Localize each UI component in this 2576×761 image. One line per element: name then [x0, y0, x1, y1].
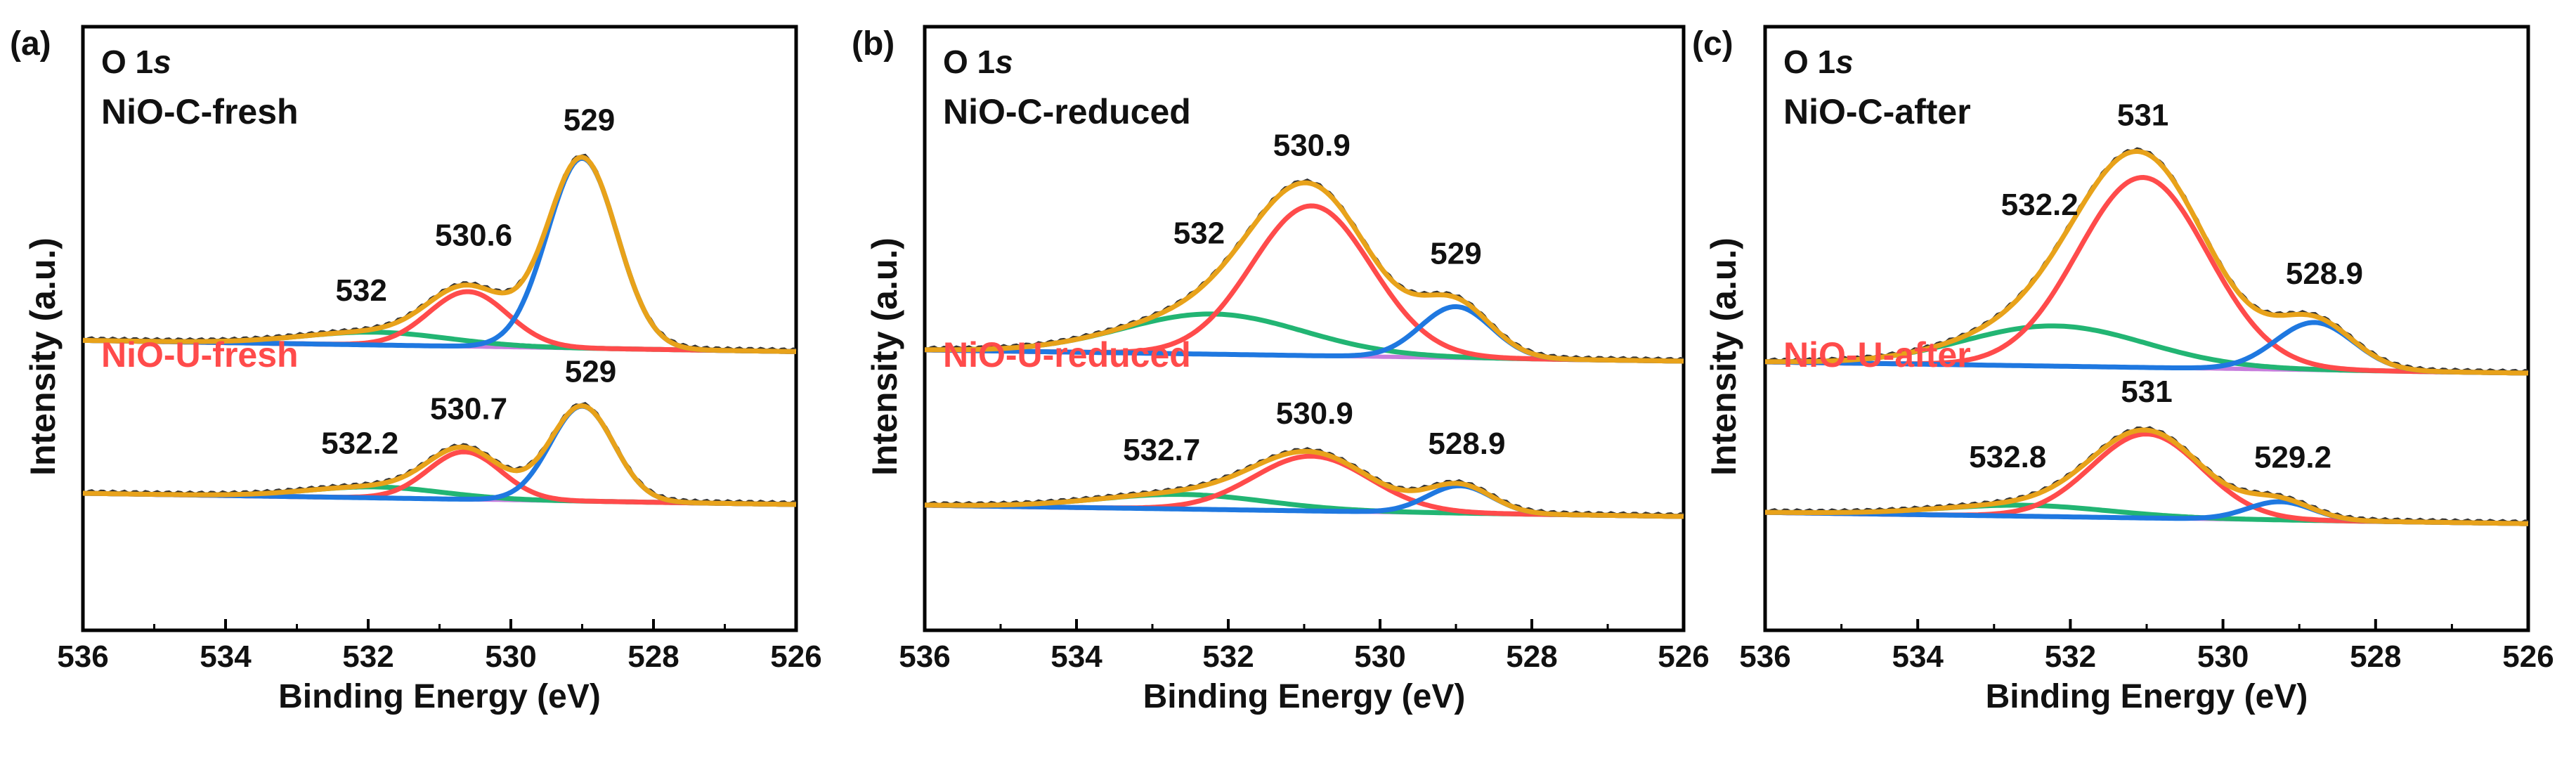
x-tick-label: 528 — [2350, 639, 2401, 674]
x-tick-label: 532 — [2045, 639, 2096, 674]
sample-label: NiO-U-fresh — [101, 335, 299, 375]
x-axis-label: Binding Energy (eV) — [278, 678, 601, 715]
peak-label: 528.9 — [1428, 427, 1505, 461]
core-level-label: O 1s — [1783, 44, 1854, 80]
peak-label: 531 — [2117, 98, 2168, 133]
peak-label: 530.9 — [1276, 396, 1353, 431]
x-tick-label: 534 — [1050, 639, 1102, 674]
x-tick-label: 532 — [1202, 639, 1254, 674]
sample-label: NiO-U-after — [1783, 335, 1971, 375]
y-axis-label: Intensity (a.u.) — [23, 238, 63, 476]
x-tick-label: 526 — [1658, 639, 1709, 674]
peak-label: 532.8 — [1969, 440, 2046, 474]
panel-1: (a) O 1s 536 534 532 530 528 526 Binding Energy … — [10, 25, 822, 715]
x-tick-label: 536 — [899, 639, 950, 674]
envelope-line — [82, 155, 797, 354]
peak-label: 531 — [2121, 375, 2172, 409]
y-axis-label: Intensity (a.u.) — [865, 238, 904, 476]
peak-label: 532.2 — [2001, 188, 2079, 222]
x-tick-label: 536 — [1739, 639, 1790, 674]
y-axis-label: Intensity (a.u.) — [1704, 238, 1743, 476]
core-level-label: O 1s — [943, 44, 1013, 80]
envelope-line — [925, 180, 1684, 364]
envelope-line — [82, 403, 797, 507]
peak-label: 529 — [1430, 236, 1481, 271]
sample-label: NiO-C-reduced — [943, 92, 1191, 131]
envelope-line — [924, 448, 1684, 519]
envelope-line — [1765, 427, 2529, 526]
peak-label: 529 — [564, 103, 615, 138]
x-tick-label: 532 — [342, 639, 393, 674]
x-tick-label: 534 — [1892, 639, 1944, 674]
orbital-label: s — [153, 44, 171, 80]
peak-label: 532 — [335, 273, 386, 308]
x-tick-label: 536 — [57, 639, 108, 674]
fit-component-529 — [82, 155, 797, 354]
sample-label: NiO-U-reduced — [943, 335, 1191, 375]
x-tick-label: 530 — [2197, 639, 2249, 674]
peak-label: 530.6 — [435, 219, 512, 253]
x-tick-label: 528 — [1506, 639, 1557, 674]
raw-data-line — [82, 153, 797, 353]
sample-label: NiO-C-fresh — [101, 92, 299, 131]
orbital-label: s — [1835, 44, 1854, 80]
x-axis-label: Binding Energy (eV) — [1986, 678, 2308, 715]
panel-2: (b) O 1s 536 534 532 530 528 526 Binding Energy … — [852, 25, 1710, 715]
x-tick-label: 526 — [770, 639, 821, 674]
orbital-label: s — [995, 44, 1013, 80]
core-level-label: O 1s — [101, 44, 171, 80]
x-tick-label: 530 — [1354, 639, 1405, 674]
panel-label: (b) — [852, 25, 895, 63]
x-axis-label: Binding Energy (eV) — [1143, 678, 1466, 715]
peak-label: 529 — [565, 355, 616, 389]
sample-label: NiO-C-after — [1783, 92, 1971, 131]
panel-label: (a) — [10, 25, 51, 63]
x-tick-label: 534 — [200, 639, 252, 674]
raw-data-line — [1764, 426, 2529, 524]
peak-label: 530.7 — [430, 391, 507, 426]
peak-label: 529.2 — [2254, 441, 2331, 475]
peak-label: 532.7 — [1123, 433, 1200, 467]
x-tick-label: 526 — [2502, 639, 2554, 674]
peak-label: 532.2 — [321, 427, 398, 461]
x-tick-label: 530 — [485, 639, 536, 674]
panel-label: (c) — [1692, 25, 1733, 63]
peak-label: 528.9 — [2286, 256, 2363, 291]
peak-label: 530.9 — [1273, 128, 1351, 162]
x-tick-label: 528 — [627, 639, 679, 674]
peak-label: 532 — [1173, 216, 1225, 251]
envelope-line — [1765, 148, 2529, 376]
panel-3: (c) O 1s 536 534 532 530 528 526 Binding Energy … — [1692, 25, 2554, 715]
